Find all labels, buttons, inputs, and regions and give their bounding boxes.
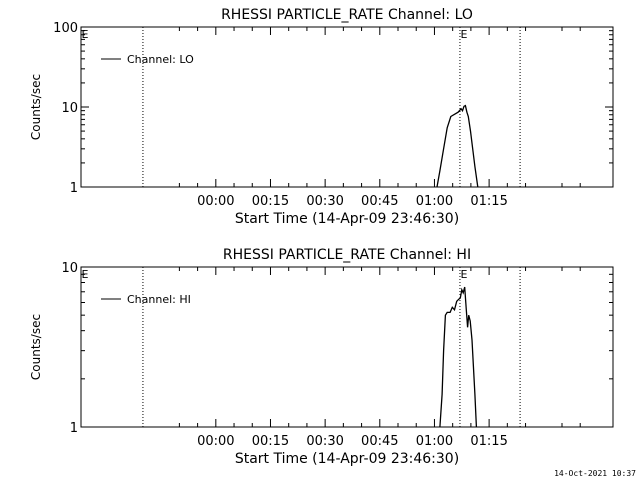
panel-2-chart-title: RHESSI PARTICLE_RATE Channel: HI xyxy=(223,247,471,263)
panel-1-event-marker: E xyxy=(460,28,467,41)
panel-1-x-tick-label: 00:00 xyxy=(197,194,234,209)
panel-2-event-marker: E xyxy=(460,268,467,281)
panel-2-x-axis-label: Start Time (14-Apr-09 23:46:30) xyxy=(235,451,459,467)
panel-2-x-tick-label: 00:30 xyxy=(306,434,343,449)
panel-1-x-tick-label: 00:15 xyxy=(252,194,289,209)
panel-2-legend-label: Channel: HI xyxy=(127,293,191,306)
panel-2-plot-frame xyxy=(80,266,614,428)
panel-1-chart-title: RHESSI PARTICLE_RATE Channel: LO xyxy=(221,7,473,23)
panel-2-x-tick-label: 00:45 xyxy=(361,434,398,449)
panel-1-plot-frame xyxy=(80,26,614,188)
panel-1-x-tick-label: 01:15 xyxy=(470,194,507,209)
panel-1-x-tick-label: 00:30 xyxy=(306,194,343,209)
panel-2-x-tick-label: 00:00 xyxy=(197,434,234,449)
panel-2-x-tick-label: 00:15 xyxy=(252,434,289,449)
panel-1-y-tick-label: 1 xyxy=(70,181,78,196)
panel-1-x-axis-label: Start Time (14-Apr-09 23:46:30) xyxy=(235,211,459,227)
panel-2-series-line-1 xyxy=(439,286,478,428)
panel-2-x-tick-label: 01:15 xyxy=(470,434,507,449)
panel-2-y-axis-label: Counts/sec xyxy=(29,314,43,380)
panel-2-y-tick-label: 1 xyxy=(70,421,78,436)
panel-1-legend-label: Channel: LO xyxy=(127,53,194,66)
panel-2-event-marker: E xyxy=(82,268,89,281)
panel-1-event-marker: E xyxy=(82,28,89,41)
panel-2-x-tick-label: 01:00 xyxy=(416,434,453,449)
panel-1-y-tick-label: 10 xyxy=(61,101,78,116)
panel-1-y-tick-label: 100 xyxy=(53,21,78,36)
panel-2-y-tick-label: 10 xyxy=(61,261,78,276)
panel-1-y-axis-label: Counts/sec xyxy=(29,74,43,140)
plot-timestamp: 14-Oct-2021 10:37 xyxy=(554,469,636,478)
panel-1-series-line-1 xyxy=(436,104,479,188)
panel-1-x-tick-label: 00:45 xyxy=(361,194,398,209)
panel-1-x-tick-label: 01:00 xyxy=(416,194,453,209)
